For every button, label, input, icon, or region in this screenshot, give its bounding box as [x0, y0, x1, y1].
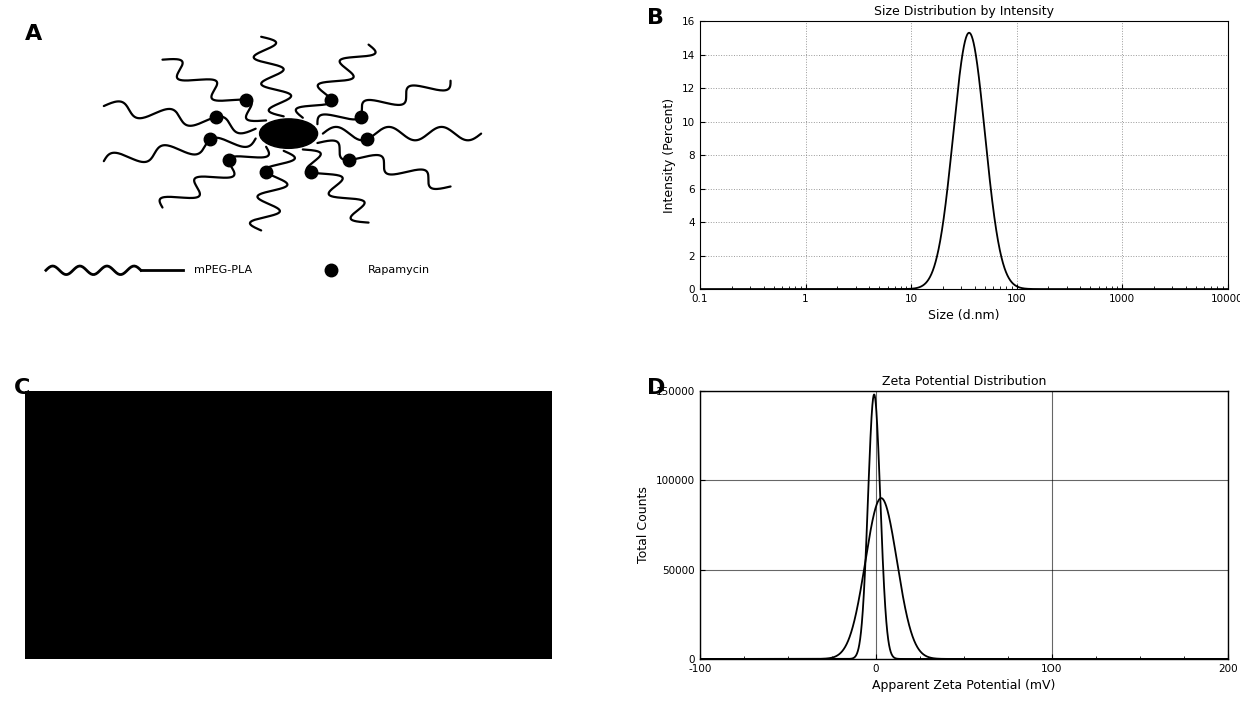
Text: A: A — [25, 24, 42, 43]
Text: B: B — [647, 8, 665, 27]
Y-axis label: Total Counts: Total Counts — [637, 486, 651, 564]
Y-axis label: Intensity (Percent): Intensity (Percent) — [663, 97, 676, 212]
Text: Rapamycin: Rapamycin — [368, 265, 430, 275]
Text: C: C — [14, 378, 31, 397]
Text: D: D — [647, 378, 666, 397]
Title: Zeta Potential Distribution: Zeta Potential Distribution — [882, 375, 1047, 388]
X-axis label: Size (d.nm): Size (d.nm) — [928, 309, 999, 322]
X-axis label: Apparent Zeta Potential (mV): Apparent Zeta Potential (mV) — [872, 679, 1055, 693]
Circle shape — [259, 119, 317, 149]
Text: mPEG-PLA: mPEG-PLA — [193, 265, 252, 275]
Title: Size Distribution by Intensity: Size Distribution by Intensity — [874, 6, 1054, 18]
